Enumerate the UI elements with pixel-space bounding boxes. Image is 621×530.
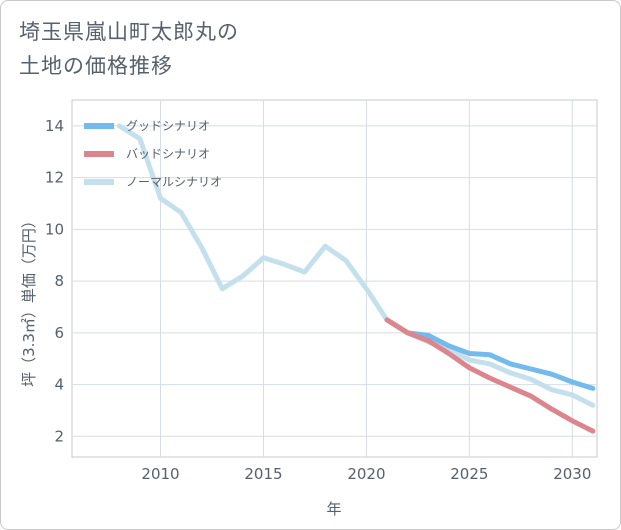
series-line-3: [116, 123, 596, 408]
y-tick-label: 14: [45, 117, 64, 135]
chart-title-line-1: 埼玉県嵐山町太郎丸の: [19, 20, 239, 44]
x-tick-label: 2020: [347, 465, 385, 483]
legend-label: バッドシナリオ: [126, 147, 210, 161]
x-tick-label: 2030: [553, 465, 591, 483]
x-tick-label: 2010: [141, 465, 179, 483]
legend-label: ノーマルシナリオ: [126, 175, 222, 189]
x-axis-ticks: 2010 2015 2020 2025 2030: [141, 465, 591, 483]
series-lines: [116, 123, 596, 434]
x-tick-label: 2025: [450, 465, 488, 483]
x-axis-title: 年: [326, 500, 341, 518]
plot-area: [71, 99, 598, 458]
y-tick-label: 2: [54, 427, 64, 445]
y-tick-label: 10: [45, 220, 64, 238]
y-tick-label: 8: [54, 272, 64, 290]
y-axis-ticks: 2 4 6 8 10 12 14: [45, 117, 64, 445]
y-tick-label: 6: [54, 324, 64, 342]
series-line-1: [384, 317, 596, 391]
y-tick-label: 12: [45, 169, 64, 187]
chart-title-line-2: 土地の価格推移: [19, 54, 173, 78]
chart-title: 埼玉県嵐山町太郎丸の 土地の価格推移: [19, 15, 609, 83]
y-tick-label: 4: [54, 376, 64, 394]
series-line-2: [384, 317, 596, 434]
legend-label: グッドシナリオ: [126, 119, 210, 133]
x-tick-label: 2015: [244, 465, 282, 483]
y-axis-title: 坪（3.3㎡）単価（万円）: [20, 213, 38, 387]
